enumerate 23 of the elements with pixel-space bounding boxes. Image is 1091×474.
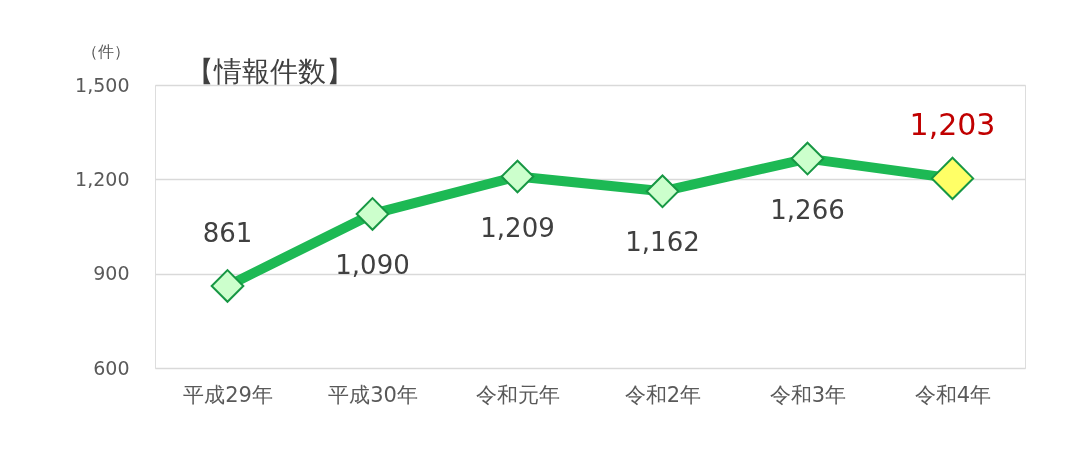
point <box>500 159 535 194</box>
chart-title: 【情報件数】 <box>185 55 354 88</box>
x-tick-label: 令和2年 <box>624 382 702 407</box>
point <box>355 197 390 231</box>
data-label: 1,162 <box>625 227 700 258</box>
point <box>210 269 245 303</box>
x-tick-label: 令和3年 <box>769 382 847 407</box>
x-tick-label: 令和元年 <box>476 382 560 407</box>
y-tick-label: 1,500 <box>75 73 130 96</box>
data-label: 861 <box>202 217 253 248</box>
point <box>645 174 680 209</box>
y-tick-label: 1,200 <box>75 167 130 190</box>
point <box>790 141 825 176</box>
y-tick-label: 600 <box>93 356 130 379</box>
x-tick-label: 平成30年 <box>328 382 418 407</box>
x-tick-label: 令和4年 <box>914 382 992 407</box>
data-label: 1,266 <box>770 194 845 225</box>
data-label: 1,203 <box>909 107 996 143</box>
y-axis-title: （件） <box>81 41 130 61</box>
x-tick-label: 平成29年 <box>183 382 273 407</box>
data-label: 1,090 <box>335 249 410 280</box>
data-label: 1,209 <box>480 212 555 243</box>
y-tick-label: 900 <box>93 262 130 285</box>
